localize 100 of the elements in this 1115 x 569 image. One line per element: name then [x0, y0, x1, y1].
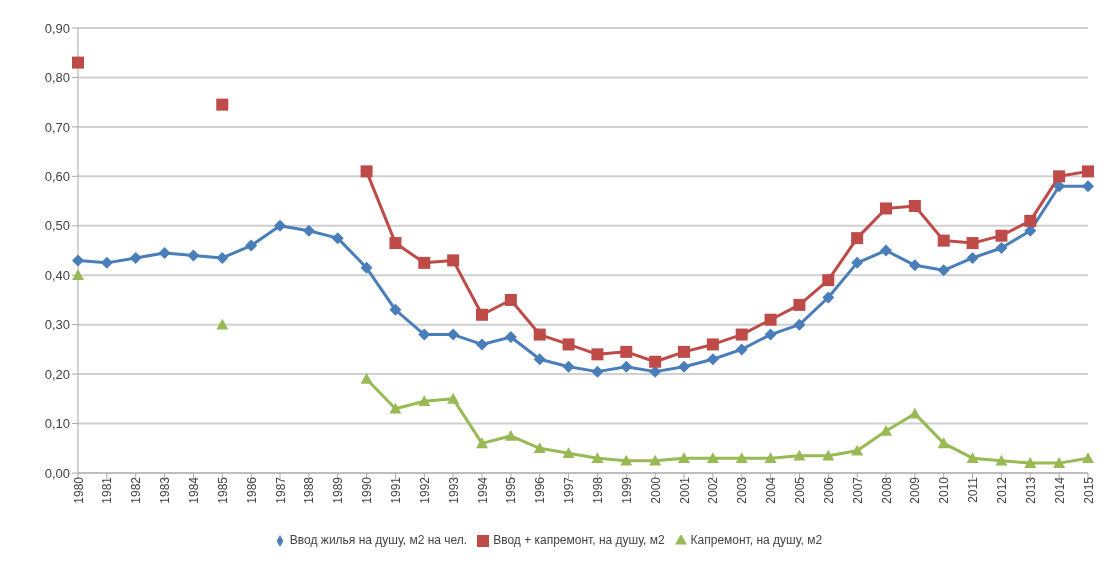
point [1024, 214, 1037, 227]
point [764, 313, 777, 326]
x-tick-label: 2012 [994, 476, 1009, 504]
point [418, 395, 431, 407]
point [1053, 457, 1066, 468]
point [245, 239, 258, 252]
x-tick-label: 1992 [417, 476, 432, 504]
x-tick-label: 1996 [533, 476, 548, 504]
x-tick-label: 1995 [504, 476, 519, 504]
point [706, 338, 719, 351]
point [649, 355, 662, 368]
point [476, 338, 488, 351]
point [620, 454, 633, 466]
x-tick-label: 2008 [879, 476, 894, 504]
x-tick-label: 1997 [562, 476, 577, 504]
point [591, 365, 604, 378]
x-tick-label: 1981 [100, 476, 115, 504]
legend-label: Ввод + капремонт, на душу, м2 [493, 533, 665, 547]
y-tick-label: 0,30 [44, 317, 70, 333]
x-tick-label: 1988 [302, 476, 317, 504]
point [880, 244, 892, 257]
y-tick-label: 0,00 [44, 465, 70, 481]
point [937, 437, 950, 449]
point [389, 237, 402, 250]
x-tick-label: 1989 [331, 476, 346, 504]
y-tick-label: 0,70 [44, 119, 70, 135]
point [331, 232, 344, 245]
point [1024, 457, 1037, 468]
x-tick-label: 2013 [1023, 476, 1038, 504]
point [793, 298, 806, 311]
point [1082, 180, 1094, 193]
point [678, 345, 690, 358]
point [678, 452, 690, 463]
y-tick-label: 0,60 [44, 168, 70, 184]
point [504, 331, 517, 344]
point [476, 308, 488, 321]
x-tick-label: 2006 [821, 476, 836, 504]
point [1082, 452, 1094, 463]
y-tick-label: 0,10 [44, 416, 70, 432]
y-tick-label: 0,90 [44, 20, 70, 36]
point [562, 360, 575, 373]
point [764, 452, 777, 463]
point [591, 452, 604, 463]
point [591, 348, 604, 361]
point [851, 256, 864, 269]
x-tick-label: 2000 [648, 476, 663, 504]
point [389, 303, 402, 316]
x-tick-label: 1998 [590, 476, 605, 504]
y-tick-label: 0,50 [44, 218, 70, 234]
x-tick-label: 1985 [215, 476, 230, 504]
x-tick-label: 1991 [388, 476, 403, 504]
x-tick-label: 1987 [273, 476, 288, 504]
point [851, 444, 864, 456]
point [735, 343, 748, 356]
point [908, 259, 921, 272]
x-tick-label: 2002 [706, 476, 721, 504]
x-tick-label: 2001 [677, 476, 692, 504]
point [764, 328, 777, 341]
point [908, 407, 921, 419]
point [966, 251, 979, 264]
legend-label: Капремонт, на душу, м2 [690, 533, 823, 547]
point [937, 264, 950, 277]
point [649, 454, 662, 466]
point [908, 200, 921, 212]
point [793, 449, 806, 461]
point [995, 454, 1008, 466]
x-tick-label: 1999 [619, 476, 634, 504]
point [504, 429, 517, 441]
y-tick-label: 0,80 [44, 70, 70, 86]
point [995, 229, 1008, 242]
x-tick-label: 2011 [966, 476, 981, 503]
point [158, 246, 171, 259]
point [1082, 165, 1094, 178]
point [100, 256, 113, 269]
point [447, 328, 460, 341]
point [129, 251, 142, 264]
x-tick-label: 2009 [908, 476, 923, 504]
point [880, 202, 892, 215]
point [1053, 170, 1066, 183]
point [504, 293, 517, 306]
point [706, 452, 719, 463]
point [360, 261, 373, 274]
point [533, 328, 546, 341]
x-tick-label: 1993 [446, 476, 461, 504]
point [447, 392, 460, 404]
point [533, 353, 546, 366]
legend-label: Ввод жилья на душу, м2 на чел. [289, 533, 468, 547]
point [274, 219, 286, 232]
x-tick-label: 2004 [764, 476, 779, 504]
point [389, 402, 402, 414]
point [966, 452, 979, 463]
point [302, 224, 315, 237]
y-tick-label: 0,40 [44, 267, 70, 283]
point [476, 437, 488, 449]
y-tick-label: 0,20 [44, 366, 70, 382]
x-tick-label: 1983 [158, 476, 173, 504]
point [72, 269, 84, 281]
point [562, 447, 575, 459]
point [995, 242, 1008, 255]
point [851, 232, 864, 245]
